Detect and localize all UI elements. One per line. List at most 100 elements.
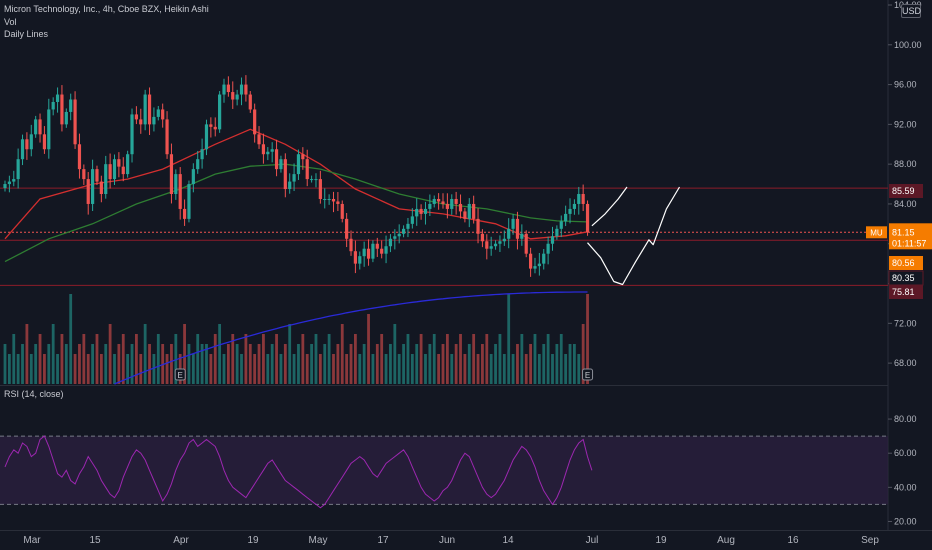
daily-lines-legend[interactable]: Daily Lines (4, 29, 49, 39)
candle-body (64, 111, 68, 125)
price-label-box (889, 285, 923, 299)
candle-body (152, 116, 156, 125)
candle-body (310, 179, 314, 181)
volume-bar (292, 354, 296, 384)
volume-bar (275, 334, 278, 384)
candle-body (134, 114, 138, 120)
volume-bar (555, 344, 559, 384)
volume-bar (371, 354, 375, 384)
candle-body (437, 198, 441, 202)
volume-bar (410, 354, 414, 384)
volume-bar (516, 344, 519, 384)
candle-body (248, 94, 252, 110)
price-label-box (889, 256, 923, 270)
candle-body (182, 208, 187, 219)
volume-bar (135, 334, 138, 384)
volume-bar (489, 354, 493, 384)
candle-body (406, 223, 410, 229)
volume-bar (222, 354, 226, 384)
candle-body (585, 203, 590, 233)
volume-bar (340, 324, 344, 384)
volume-bar (310, 344, 313, 384)
candle-body (472, 203, 476, 219)
candle-body (331, 198, 336, 202)
volume-bar (485, 334, 489, 384)
candle-body (445, 203, 449, 209)
candle-body (253, 109, 257, 135)
volume-bar (520, 334, 524, 384)
volume-bar (524, 354, 528, 384)
volume-bar (56, 354, 59, 384)
candle-body (415, 208, 419, 217)
volume-bar (380, 334, 384, 384)
volume-bar (21, 344, 24, 384)
volume-bar (432, 334, 436, 384)
volume-bar (301, 334, 305, 384)
volume-bar (367, 314, 370, 384)
candle-body (161, 109, 165, 120)
volume-legend[interactable]: Vol (4, 17, 17, 27)
volume-bar (152, 354, 156, 384)
candle-body (533, 266, 537, 269)
currency-button[interactable]: USD (901, 4, 922, 18)
volume-bar (314, 334, 318, 384)
volume-bar (397, 354, 401, 384)
volume-bar (419, 334, 423, 384)
candle-body (485, 241, 489, 249)
candle-body (358, 256, 362, 264)
volume-bar (95, 334, 99, 384)
volume-bar (279, 354, 283, 384)
candle-body (555, 228, 559, 237)
candle-body (450, 198, 454, 209)
candle-body (577, 194, 581, 204)
volume-bar (253, 354, 257, 384)
time-axis[interactable]: Mar 15 Apr 19 May 17 Jun 14 Jul 19 Aug 16 Sep (23, 535, 879, 546)
rsi-legend[interactable]: RSI (14, close) (4, 389, 64, 399)
volume-bar (25, 324, 29, 384)
candle-body (480, 233, 485, 242)
volume-bar (209, 354, 213, 384)
candle-body (209, 124, 213, 127)
volume-bar (156, 334, 160, 384)
candle-body (126, 154, 130, 175)
projection-down-path (587, 186, 681, 286)
volume-bar (283, 344, 287, 384)
price-tick-label: 72.00 (894, 318, 917, 328)
price-tick-label: 88.00 (894, 159, 917, 169)
candle-body (239, 84, 244, 95)
candles[interactable] (3, 75, 590, 277)
volume-bar (288, 324, 292, 384)
time-label: 16 (787, 535, 799, 546)
symbol-title[interactable]: Micron Technology, Inc., 4h, Cboe BZX, H… (4, 4, 209, 14)
candle-body (401, 228, 406, 234)
volume-bar (297, 344, 300, 384)
volume-bar (586, 294, 589, 384)
candle-body (305, 159, 309, 180)
candle-body (235, 94, 239, 100)
volume-bar (266, 354, 270, 384)
volume-bar (375, 344, 379, 384)
candle-body (270, 149, 274, 152)
candle-body (139, 119, 143, 125)
volume-bar (362, 344, 366, 384)
rsi-pane (0, 435, 888, 509)
volume-bar (437, 354, 441, 384)
candle-body (564, 213, 568, 222)
candle-body (196, 159, 200, 170)
candle-body (274, 149, 279, 170)
candle-body (393, 236, 397, 239)
candle-body (458, 203, 463, 212)
candle-body (362, 248, 366, 257)
candle-body (213, 126, 217, 130)
volume-bar (573, 344, 576, 384)
candle-body (130, 114, 134, 155)
volume-bar (205, 344, 208, 384)
projection-drawing[interactable] (587, 186, 681, 286)
volume-bar (568, 344, 572, 384)
candle-body (336, 201, 340, 204)
current-price-box (889, 223, 932, 250)
candle-body (174, 174, 178, 195)
rsi-tick-label: 20.00 (894, 516, 917, 526)
